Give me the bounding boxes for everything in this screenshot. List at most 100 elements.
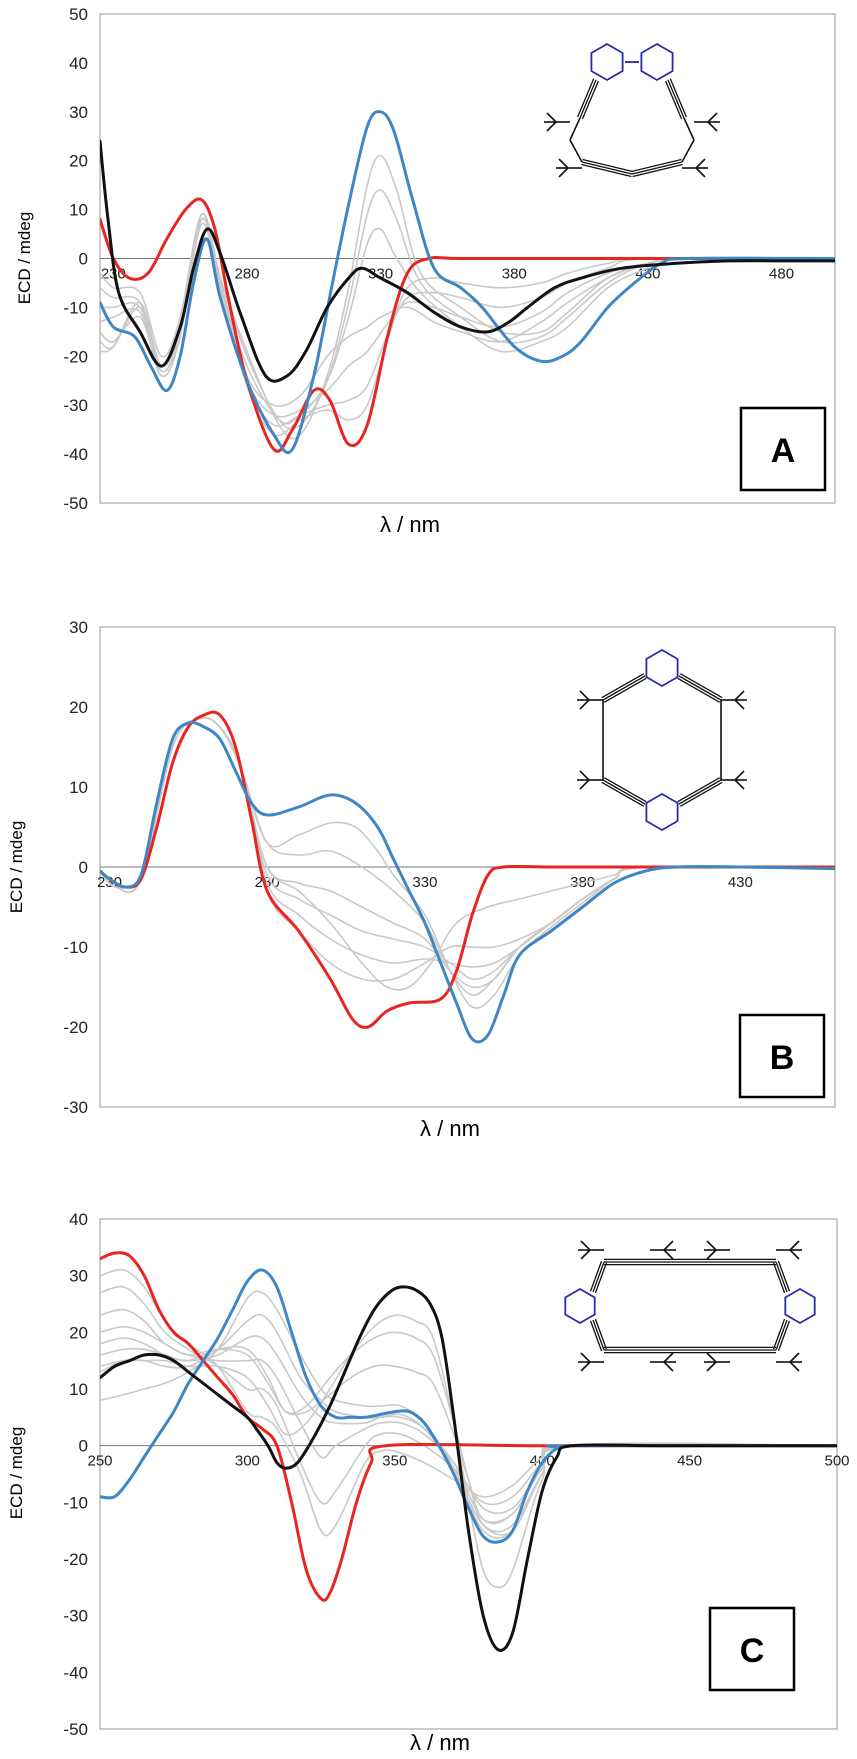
bond-line — [706, 1352, 717, 1363]
blue-ecd-series-line — [100, 720, 835, 1044]
y-tick-label: -50 — [63, 494, 88, 513]
bond-line — [632, 163, 683, 178]
bond-line — [706, 1240, 717, 1251]
y-tick-label: -20 — [63, 1550, 88, 1569]
pyridine-ring — [640, 42, 674, 82]
x-tick-label: 500 — [824, 1453, 849, 1470]
bond-line — [580, 1352, 591, 1363]
y-tick-label: -40 — [63, 1663, 88, 1682]
bond-line — [579, 699, 590, 710]
x-tick-label: 300 — [235, 1453, 260, 1470]
y-tick-label: 0 — [79, 858, 88, 877]
y-tick-label: 10 — [69, 1380, 88, 1399]
pyridine-ring — [564, 1287, 596, 1325]
bond-line — [665, 80, 683, 120]
y-tick-label: 20 — [69, 1323, 88, 1342]
y-tick-label: -20 — [63, 347, 88, 366]
bond-line — [581, 80, 599, 120]
y-tick-label: -30 — [63, 1098, 88, 1117]
bond-line — [772, 1262, 786, 1294]
bond-line — [663, 1352, 674, 1363]
y-tick-label: 0 — [79, 1437, 88, 1456]
x-tick-label: 450 — [677, 1453, 702, 1470]
y-tick-label: -20 — [63, 1018, 88, 1037]
bond-line — [579, 79, 597, 119]
bond-line — [582, 158, 633, 173]
bond-line — [601, 673, 645, 699]
pyridine-ring — [645, 648, 679, 688]
bond-line — [631, 158, 682, 173]
bond-line — [581, 163, 632, 178]
y-tick-label: -30 — [63, 396, 88, 415]
blue-ecd-series-line — [100, 1268, 837, 1544]
black-ecd-series-line — [100, 139, 835, 383]
panel-c-x-axis-label: λ / nm — [410, 1730, 470, 1755]
pyridine-ring — [590, 42, 624, 82]
bond-line — [594, 1262, 608, 1294]
bond-line — [579, 770, 590, 781]
panel-b-x-axis-label: λ / nm — [420, 1116, 480, 1141]
bond-line — [706, 1249, 717, 1260]
bond-line — [775, 1261, 788, 1293]
bond-line — [679, 781, 723, 807]
panel-a-x-axis-label: λ / nm — [380, 512, 440, 537]
bond-line — [558, 158, 569, 169]
panel-b-series — [100, 710, 835, 1044]
red-ecd-series-line — [100, 1251, 837, 1602]
bond-line — [558, 167, 569, 178]
gray-ecd-series-line — [100, 222, 835, 418]
gray-ecd-series-line — [100, 1285, 837, 1506]
bond-line — [603, 777, 647, 803]
red-ecd-series-line — [100, 710, 835, 1029]
bond-line — [589, 1320, 603, 1352]
panel-c-label: C — [740, 1632, 765, 1670]
panel-c-structure-diagram — [564, 1240, 816, 1372]
y-tick-label: 40 — [69, 54, 88, 73]
bond-line — [602, 675, 646, 701]
gray-ecd-series-line — [100, 1331, 837, 1536]
panel-a-label-box — [739, 406, 827, 492]
y-tick-label: 50 — [69, 5, 88, 24]
x-tick-label: 430 — [728, 874, 753, 891]
bond-line — [775, 1319, 788, 1351]
x-tick-label: 350 — [382, 1453, 407, 1470]
bond-line — [683, 117, 695, 141]
bond-line — [707, 112, 718, 123]
gray-ecd-series-line — [100, 1325, 837, 1524]
x-tick-label: 250 — [87, 1453, 112, 1470]
pyridine-ring — [784, 1287, 816, 1325]
black-ecd-series-line — [100, 1285, 837, 1652]
x-tick-label: 380 — [502, 266, 527, 283]
bond-line — [678, 675, 722, 701]
y-tick-label: -30 — [63, 1607, 88, 1626]
panel-b-label-box — [738, 1013, 826, 1099]
bond-line — [580, 1361, 591, 1372]
bond-line — [706, 1361, 717, 1372]
bond-line — [602, 779, 646, 805]
bond-line — [546, 112, 557, 123]
y-tick-label: 0 — [79, 250, 88, 269]
x-tick-label: 330 — [368, 266, 393, 283]
panel-a-series — [100, 110, 835, 455]
bond-line — [734, 690, 745, 701]
bond-line — [580, 1240, 591, 1251]
bond-line — [594, 1318, 608, 1350]
bond-line — [734, 770, 745, 781]
y-tick-label: -10 — [63, 938, 88, 957]
y-tick-label: 30 — [69, 103, 88, 122]
gray-ecd-series-line — [100, 716, 835, 991]
gray-ecd-series-line — [100, 1314, 837, 1589]
bond-line — [681, 139, 695, 163]
y-tick-label: 40 — [69, 1210, 88, 1229]
pyridine-ring — [645, 792, 679, 832]
bond-line — [546, 121, 557, 132]
bond-line — [579, 690, 590, 701]
bond-line — [707, 121, 718, 132]
bond-line — [631, 161, 683, 175]
panel-b-structure-diagram — [577, 648, 747, 832]
